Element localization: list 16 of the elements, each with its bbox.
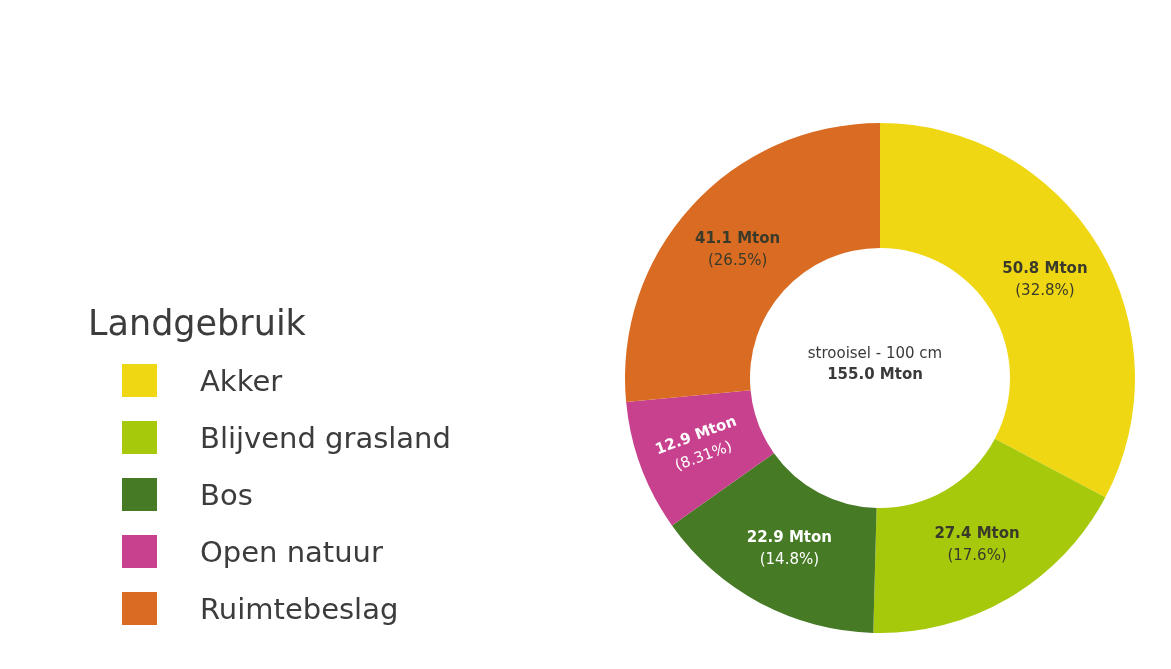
donut-slice — [873, 438, 1106, 633]
donut-slice — [626, 390, 774, 526]
text: 155.0 Mton — [826, 364, 924, 385]
legend-label: Ruimtebeslag — [200, 591, 399, 626]
legend-label: Akker — [200, 363, 283, 398]
legend-label: Open natuur — [200, 534, 383, 569]
data-label: 41.1 Mton (26.5%) — [694, 228, 781, 269]
data-label: 27.4 Mton (17.6%) — [934, 524, 1020, 565]
legend-title: Landgebruik — [88, 302, 307, 345]
data-label: 50.8 Mton (32.8%) — [1002, 258, 1088, 299]
data-label: 22.9 Mton (14.8%) — [746, 528, 833, 569]
text: strooisel - 100 cm — [806, 343, 944, 364]
legend-label: Blijvend grasland — [200, 420, 451, 455]
donut-slice — [880, 123, 1135, 498]
donut-slice — [625, 123, 880, 402]
legend-label: Bos — [200, 477, 253, 512]
